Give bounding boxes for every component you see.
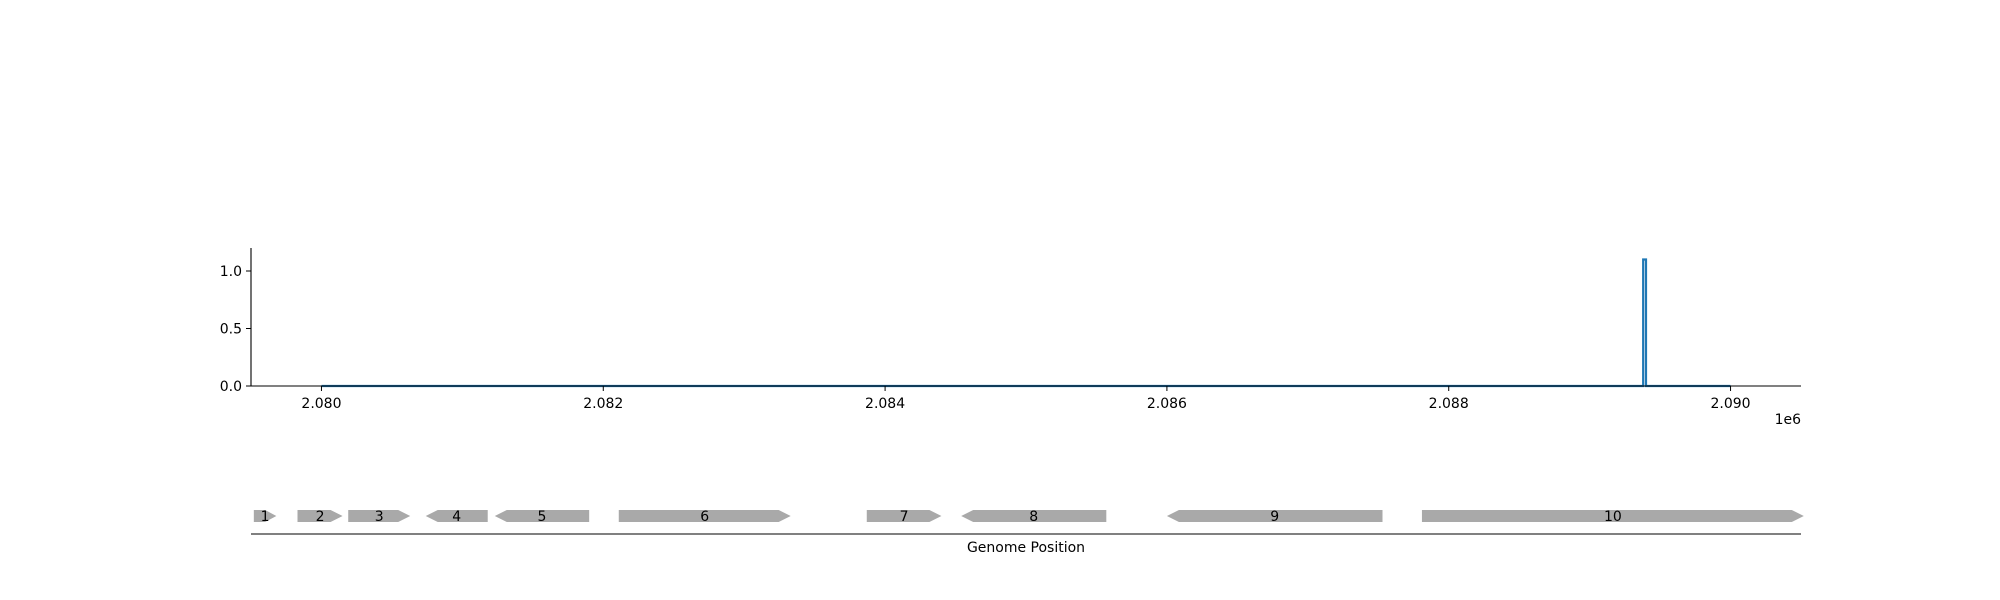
y-ticks: 0.0 0.5 1.0 (220, 264, 251, 395)
gene-label-2: 2 (316, 509, 325, 525)
gene-arrow-9 (1166, 510, 1383, 522)
gene-map: 1 2 3 4 5 6 7 8 9 10 Genome Position (251, 509, 1804, 556)
gene-arrow-8 (961, 510, 1107, 522)
gene-arrow-6 (618, 510, 791, 522)
x-tick-label: 2.088 (1429, 396, 1469, 412)
gene-label-3: 3 (375, 509, 384, 525)
y-tick-label: 1.0 (220, 264, 242, 280)
gene-label-7: 7 (900, 509, 909, 525)
gene-label-8: 8 (1029, 509, 1038, 525)
x-tick-label: 2.082 (583, 396, 623, 412)
x-offset-label: 1e6 (1775, 412, 1802, 428)
gene-arrow-3 (348, 510, 411, 522)
x-tick-label: 2.090 (1710, 396, 1750, 412)
gene-arrow-1 (253, 510, 277, 522)
x-tick-label: 2.086 (1147, 396, 1187, 412)
gene-arrow-2 (297, 510, 343, 522)
gene-arrow-7 (866, 510, 942, 522)
gene-label-4: 4 (452, 509, 461, 525)
gene-label-1: 1 (261, 509, 270, 525)
series-line-1 (321, 258, 1731, 388)
gene-label-5: 5 (538, 509, 547, 525)
gene-arrows: 1 2 3 4 5 6 7 8 9 10 (253, 509, 1804, 525)
y-tick-label: 0.0 (220, 379, 242, 395)
gene-label-10: 10 (1604, 509, 1622, 525)
x-tick-label: 2.080 (301, 396, 341, 412)
x-tick-label: 2.084 (865, 396, 905, 412)
gene-label-6: 6 (700, 509, 709, 525)
plot-series (321, 258, 1731, 388)
gene-arrow-5 (494, 510, 590, 522)
x-axis-label: Genome Position (967, 540, 1085, 556)
y-tick-label: 0.5 (220, 322, 242, 338)
gene-label-9: 9 (1270, 509, 1279, 525)
gene-arrow-10 (1421, 510, 1804, 522)
gene-arrow-4 (425, 510, 488, 522)
coverage-plot: 2.080 2.082 2.084 2.086 2.088 2.090 0.0 0.5 1.0… (220, 248, 1801, 428)
x-ticks: 2.080 2.082 2.084 2.086 2.088 2.090 (301, 386, 1751, 412)
